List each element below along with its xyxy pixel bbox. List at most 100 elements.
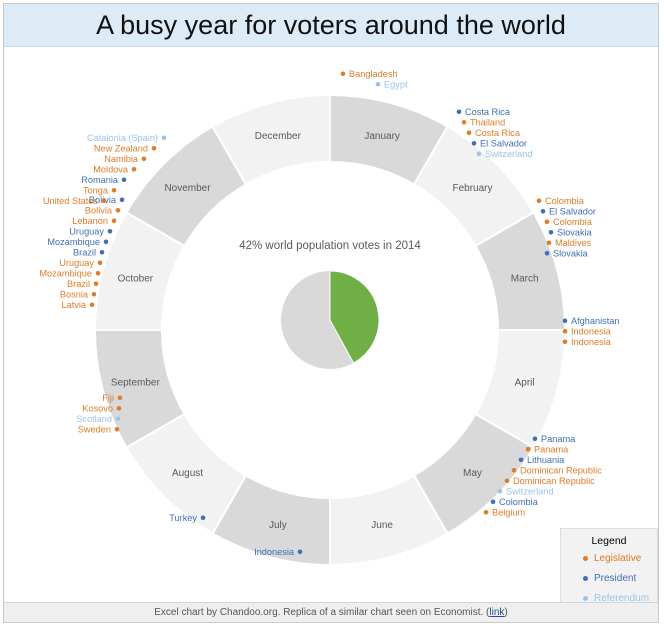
election-dot-moldova-legislative	[131, 167, 137, 172]
election-dot-thailand-legislative	[461, 120, 467, 125]
election-label-mozambique-president: Mozambique	[47, 237, 100, 247]
election-dot-tonga-legislative	[111, 188, 117, 193]
election-dot-scotland-referendum	[115, 416, 121, 422]
month-label-march: March	[511, 273, 539, 284]
election-dot-mozambique-president	[103, 239, 109, 245]
election-dot-panama-president	[532, 436, 538, 442]
month-label-august: August	[172, 468, 203, 479]
election-dot-united-states-legislative	[101, 198, 107, 204]
election-dot-switzerland-referendum	[497, 489, 503, 494]
month-label-january: January	[364, 131, 400, 142]
election-label-switzerland-referendum: Switzerland	[485, 149, 533, 159]
election-dot-slovakia-president	[548, 230, 554, 235]
election-dot-belgium-legislative	[483, 510, 489, 515]
election-label-panama-president: Panama	[541, 434, 576, 444]
election-dot-kosovo-legislative	[116, 406, 122, 411]
election-dot-bosnia-legislative	[91, 292, 97, 297]
election-label-uruguay-president: Uruguay	[69, 227, 104, 237]
election-dot-namibia-legislative	[141, 156, 147, 162]
election-label-colombia-legislative: Colombia	[553, 217, 593, 227]
footer-text: Excel chart by Chandoo.org. Replica of a…	[154, 607, 490, 618]
election-dot-el-salvador-president	[471, 141, 477, 146]
month-label-september: September	[111, 378, 161, 389]
center-label: 42% world population votes in 2014	[239, 240, 421, 252]
election-label-brazil-president: Brazil	[73, 248, 96, 258]
election-label-bolivia-legislative: Bolivia	[85, 206, 113, 216]
election-label-indonesia-legislative: Indonesia	[571, 337, 612, 347]
election-label-slovakia-president: Slovakia	[557, 228, 593, 238]
month-segment-december	[211, 93, 331, 186]
month-label-april: April	[515, 378, 535, 389]
election-label-tonga-legislative: Tonga	[83, 186, 109, 196]
footer-close: )	[504, 607, 508, 618]
election-dot-lebanon-legislative	[111, 218, 117, 224]
election-dot-uruguay-president	[107, 229, 113, 234]
election-label-turkey-president: Turkey	[169, 513, 197, 523]
election-dot-indonesia-legislative	[562, 339, 568, 345]
election-label-el-salvador-president: El Salvador	[480, 139, 527, 149]
legend: Legend Legislative President Referendum	[560, 528, 658, 604]
election-dot-costa-rica-president	[456, 109, 462, 115]
chart-title: A busy year for voters around the world	[96, 9, 566, 40]
month-label-june: June	[371, 520, 393, 531]
footer-link[interactable]: link	[489, 607, 505, 618]
election-dot-turkey-president	[200, 515, 206, 521]
election-dot-colombia-legislative	[544, 219, 550, 225]
election-dot-indonesia-president	[297, 549, 303, 555]
election-dot-bolivia-legislative	[115, 208, 121, 213]
election-dot-slovakia-president	[544, 251, 550, 256]
election-dot-costa-rica-legislative	[466, 130, 472, 136]
election-dot-latvia-legislative	[89, 302, 95, 308]
election-label-costa-rica-legislative: Costa Rica	[475, 128, 521, 138]
month-label-february: February	[452, 183, 492, 194]
election-label-colombia-legislative: Colombia	[545, 196, 585, 206]
election-dot-switzerland-referendum	[476, 151, 482, 157]
election-label-lithuania-president: Lithuania	[527, 455, 565, 465]
legend-label-referendum: Referendum	[594, 593, 650, 604]
election-label-sweden-legislative: Sweden	[78, 425, 111, 435]
election-dot-brazil-president	[99, 250, 105, 255]
election-label-indonesia-president: Indonesia	[254, 547, 295, 557]
election-label-kosovo-legislative: Kosovo	[82, 404, 113, 414]
election-label-lebanon-legislative: Lebanon	[72, 216, 108, 226]
election-label-namibia-legislative: Namibia	[104, 154, 139, 164]
election-label-afghanistan-president: Afghanistan	[571, 316, 620, 326]
election-dot-mozambique-legislative	[95, 271, 101, 276]
month-label-october: October	[118, 273, 154, 284]
footer: Excel chart by Chandoo.org. Replica of a…	[4, 602, 658, 622]
election-dot-colombia-legislative	[536, 198, 542, 204]
election-dot-catalonia-spain-referendum	[161, 135, 167, 141]
legend-item-referendum: Referendum	[583, 593, 649, 604]
election-dot-romania-president	[121, 177, 127, 183]
world-pie	[281, 270, 380, 369]
election-dot-bolivia-president	[119, 197, 125, 203]
election-label-bosnia-legislative: Bosnia	[60, 290, 89, 300]
legend-title: Legend	[591, 535, 627, 547]
election-dot-panama-legislative	[525, 447, 531, 452]
election-label-latvia-legislative: Latvia	[61, 300, 86, 310]
election-dot-brazil-legislative	[93, 281, 99, 287]
legend-item-legislative: Legislative	[583, 553, 641, 564]
election-label-switzerland-referendum: Switzerland	[506, 487, 554, 497]
election-dot-new-zealand-legislative	[151, 146, 157, 151]
legend-label-president: President	[594, 573, 637, 584]
title-bar: A busy year for voters around the world	[4, 4, 658, 47]
election-label-colombia-president: Colombia	[499, 497, 539, 507]
election-dot-colombia-president	[490, 499, 496, 505]
referendum-dot-icon	[583, 595, 588, 601]
legend-item-president: President	[583, 573, 636, 584]
election-dot-el-salvador-president	[540, 209, 546, 214]
election-label-indonesia-legislative: Indonesia	[571, 327, 612, 337]
election-dot-fiji-legislative	[117, 395, 123, 401]
election-label-panama-legislative: Panama	[534, 445, 569, 455]
election-label-dominican-republic-legislative: Dominican Republic	[520, 466, 602, 476]
legislative-dot-icon	[583, 555, 588, 561]
election-dot-bangladesh-legislative	[340, 71, 346, 77]
election-dot-sweden-legislative	[114, 427, 120, 432]
election-label-brazil-legislative: Brazil	[67, 279, 90, 289]
legend-label-legislative: Legislative	[594, 553, 642, 564]
election-label-mozambique-legislative: Mozambique	[39, 269, 92, 279]
election-label-costa-rica-president: Costa Rica	[465, 107, 511, 117]
